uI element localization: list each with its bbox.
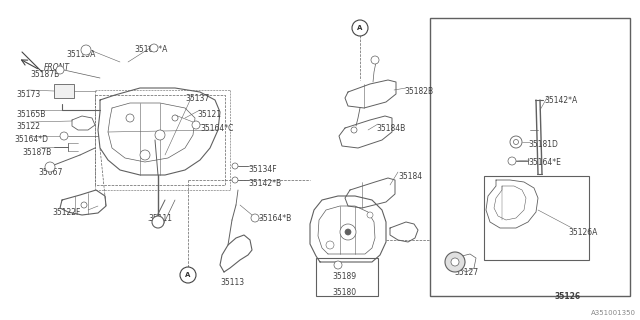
Circle shape (326, 241, 334, 249)
Text: 35127: 35127 (454, 268, 478, 277)
Text: 35164*A: 35164*A (134, 45, 168, 54)
Text: 35180: 35180 (332, 288, 356, 297)
Circle shape (60, 132, 68, 140)
Circle shape (367, 212, 373, 218)
Text: 35164*C: 35164*C (200, 124, 234, 133)
Text: 35165B: 35165B (16, 110, 45, 119)
Circle shape (56, 66, 64, 74)
Text: 35173: 35173 (16, 90, 40, 99)
Text: A351001350: A351001350 (591, 310, 636, 316)
Text: 35184B: 35184B (376, 124, 405, 133)
Circle shape (126, 114, 134, 122)
Circle shape (510, 136, 522, 148)
Circle shape (352, 20, 368, 36)
Text: A: A (186, 272, 191, 278)
Bar (484, 176, 589, 260)
Circle shape (45, 162, 55, 172)
Text: 35137: 35137 (185, 94, 209, 103)
Circle shape (180, 267, 196, 283)
Text: 35182B: 35182B (404, 87, 433, 96)
Bar (54, 84, 74, 98)
Circle shape (508, 157, 516, 165)
Text: 35142*A: 35142*A (544, 96, 577, 105)
Text: 35164*B: 35164*B (258, 214, 291, 223)
Circle shape (192, 121, 200, 129)
Circle shape (81, 202, 87, 208)
Text: 35164*E: 35164*E (528, 158, 561, 167)
Circle shape (334, 261, 342, 269)
Circle shape (140, 150, 150, 160)
Text: 35181D: 35181D (528, 140, 558, 149)
Text: 35115A: 35115A (66, 50, 95, 59)
Bar (430, 18, 630, 296)
Circle shape (513, 140, 518, 145)
Circle shape (232, 163, 238, 169)
Text: 35111: 35111 (148, 214, 172, 223)
Text: 35184: 35184 (398, 172, 422, 181)
Text: 35187B: 35187B (22, 148, 51, 157)
Circle shape (172, 115, 178, 121)
Circle shape (150, 44, 158, 52)
Text: 35126A: 35126A (568, 228, 597, 237)
Text: 35142*B: 35142*B (248, 179, 281, 188)
Text: 35189: 35189 (332, 272, 356, 281)
Circle shape (340, 224, 356, 240)
Circle shape (351, 127, 357, 133)
Text: 35164*D: 35164*D (14, 135, 48, 144)
Circle shape (345, 229, 351, 235)
Text: FRONT: FRONT (44, 63, 70, 73)
Text: 35122F: 35122F (52, 208, 81, 217)
Circle shape (251, 214, 259, 222)
Circle shape (152, 216, 164, 228)
Text: 35121: 35121 (197, 110, 221, 119)
Text: A: A (357, 25, 363, 31)
Text: 35113: 35113 (220, 278, 244, 287)
Circle shape (81, 45, 91, 55)
Circle shape (232, 177, 238, 183)
Circle shape (445, 252, 465, 272)
Text: 35134F: 35134F (248, 165, 276, 174)
Circle shape (451, 258, 459, 266)
Text: 35122: 35122 (16, 122, 40, 131)
Circle shape (155, 130, 165, 140)
Text: 35067: 35067 (38, 168, 62, 177)
Text: 35187B: 35187B (30, 70, 60, 79)
Circle shape (371, 56, 379, 64)
Bar (316, 258, 378, 296)
Text: 35126: 35126 (555, 292, 581, 301)
